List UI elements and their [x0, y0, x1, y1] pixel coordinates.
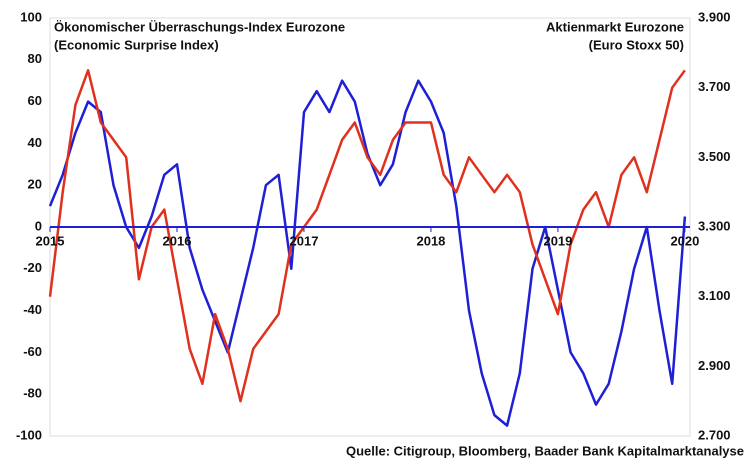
y2-tick-label: 3.300 [698, 218, 731, 233]
legend-right: Aktienmarkt Eurozone [546, 19, 684, 34]
y2-tick-label: 3.500 [698, 149, 731, 164]
y2-tick-label: 2.900 [698, 358, 731, 373]
legend-left-note: (Economic Surprise Index) [54, 37, 219, 52]
x-tick-label: 2019 [543, 233, 572, 248]
y2-tick-label: 3.700 [698, 79, 731, 94]
x-tick-label: 2020 [670, 233, 699, 248]
y-tick-label: 100 [20, 9, 42, 24]
y-tick-label: -80 [23, 386, 42, 401]
y-tick-label: -60 [23, 344, 42, 359]
source: Quelle: Citigroup, Bloomberg, Baader Ban… [346, 443, 744, 458]
y-tick-label: -40 [23, 302, 42, 317]
y-tick-label: -20 [23, 260, 42, 275]
x-tick-label: 2017 [290, 233, 319, 248]
legend-right-note: (Euro Stoxx 50) [589, 37, 684, 52]
y-tick-label: 20 [28, 177, 42, 192]
y-tick-label: -100 [16, 427, 42, 442]
x-tick-label: 2018 [416, 233, 445, 248]
x-tick-label: 2015 [36, 233, 65, 248]
legend-left: Ökonomischer Überraschungs-Index Eurozon… [54, 19, 345, 34]
y2-tick-label: 2.700 [698, 427, 731, 442]
y-tick-label: 60 [28, 93, 42, 108]
y2-tick-label: 3.900 [698, 9, 731, 24]
y-tick-label: 80 [28, 51, 42, 66]
series-line [48, 69, 686, 403]
y-tick-label: 0 [35, 218, 42, 233]
y2-tick-label: 3.100 [698, 288, 731, 303]
y-tick-label: 40 [28, 135, 42, 150]
x-tick-label: 2016 [163, 233, 192, 248]
